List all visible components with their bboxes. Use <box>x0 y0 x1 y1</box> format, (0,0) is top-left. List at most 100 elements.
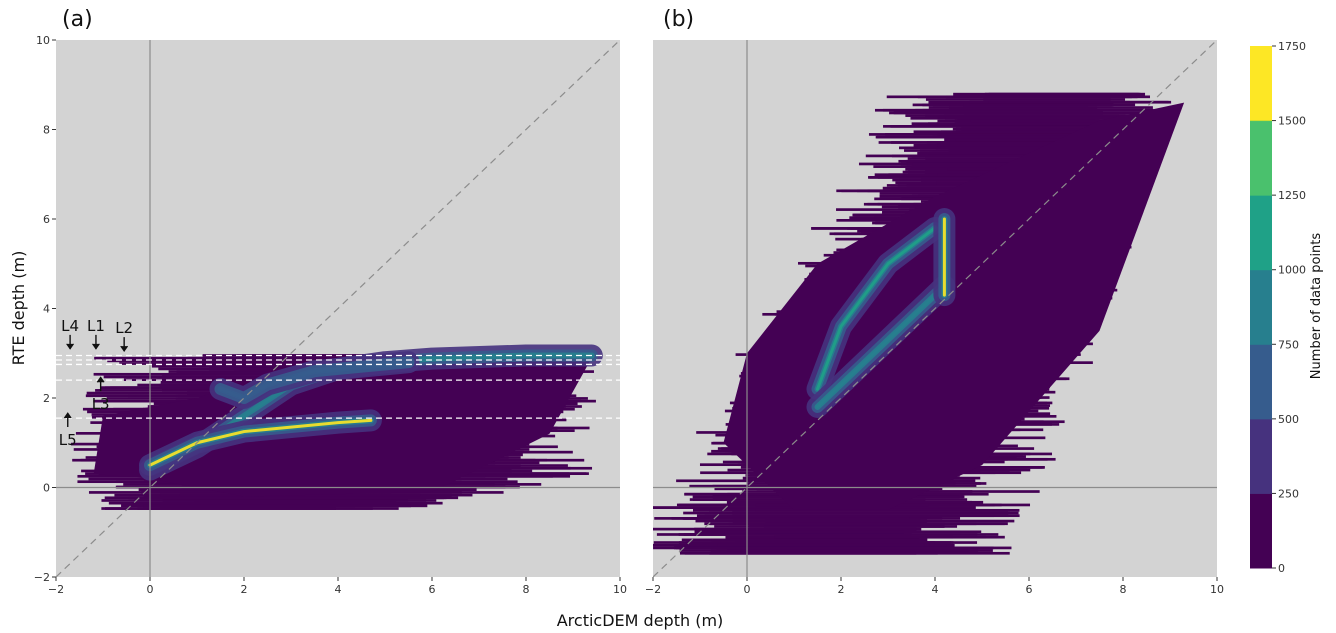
density-bin <box>875 135 1152 139</box>
density-bin <box>904 149 1064 152</box>
annotation-arrow-head <box>96 376 105 383</box>
x-tick-label: 4 <box>932 583 939 596</box>
density-bin <box>922 108 1149 112</box>
colorbar-tick-label: 750 <box>1278 338 1299 351</box>
x-tick-label: 6 <box>1026 583 1033 596</box>
colorbar-tick-label: 500 <box>1278 413 1299 426</box>
x-tick-label: 10 <box>613 583 627 596</box>
colorbar-band <box>1250 418 1272 494</box>
density-bin <box>755 508 990 512</box>
colorbar-band <box>1250 269 1272 345</box>
x-tick-label: −2 <box>48 583 64 596</box>
density-bin <box>683 517 910 520</box>
density-ridge-1-2 <box>806 275 956 418</box>
density-bin <box>694 527 917 531</box>
panel-a-x-ticks: −2 0 2 4 6 8 10 <box>48 577 627 596</box>
density-bin <box>945 116 1148 120</box>
density-bin <box>910 165 1073 168</box>
colorbar-tick-label: 1000 <box>1278 264 1306 277</box>
density-bin <box>774 535 1005 539</box>
density-bin <box>685 541 935 544</box>
density-bin <box>893 111 1103 115</box>
x-tick-label: −2 <box>645 583 661 596</box>
colorbar: 0 250 500 750 1000 1250 1500 1750 <box>1250 40 1306 575</box>
density-bin <box>988 100 1130 104</box>
density-bin <box>925 114 1119 117</box>
density-core <box>723 102 1185 510</box>
colorbar-band <box>1250 195 1272 271</box>
colorbar-band <box>1250 344 1272 420</box>
y-tick-label: 8 <box>43 124 50 137</box>
density-bin <box>911 122 1144 126</box>
density-bin <box>711 538 928 542</box>
colorbar-tick-label: 1500 <box>1278 115 1306 128</box>
density-bin <box>953 92 1146 96</box>
density-bin <box>917 95 1151 99</box>
density-bin <box>937 143 1089 147</box>
density-bin <box>890 125 1095 128</box>
x-tick-label: 4 <box>335 583 342 596</box>
colorbar-band <box>1250 46 1272 121</box>
density-bin <box>955 138 1070 142</box>
one-to-one-line <box>56 40 620 577</box>
x-tick-label: 0 <box>147 583 154 596</box>
density-ridge-line <box>148 418 373 467</box>
colorbar-tick-label: 1750 <box>1278 40 1306 53</box>
panel-a-y-ticks: −2 0 2 4 6 8 10 <box>34 34 56 584</box>
density-bin <box>913 130 1134 134</box>
y-tick-label: −2 <box>34 571 50 584</box>
panel-a-annotations: L4 L1 L2 L3 L5 <box>59 317 133 449</box>
annotation-l4: L4 <box>61 317 79 350</box>
density-bin <box>678 533 978 536</box>
density-bin <box>917 151 1123 155</box>
annotation-l1: L1 <box>87 317 105 350</box>
density-ridge-line <box>219 360 410 400</box>
annotation-arrow-head <box>63 412 72 419</box>
colorbar-tick-label: 0 <box>1278 562 1285 575</box>
density-bin <box>128 496 445 500</box>
panel-b-label: (b) <box>663 7 694 32</box>
density-bin <box>970 119 1125 123</box>
density-bin <box>925 98 1111 101</box>
density-bin <box>912 162 1069 166</box>
density-bin <box>108 501 443 505</box>
y-tick-label: 4 <box>43 303 50 316</box>
panel-b: −2 0 2 4 6 8 10 (b) <box>645 7 1224 596</box>
density-bin <box>101 507 336 510</box>
x-tick-label: 8 <box>523 583 530 596</box>
panel-a-lake-levels <box>56 354 620 419</box>
panel-a: L4 L1 L2 L3 L5 −2 0 2 4 6 8 10 −2 0 2 4 6 8 10 (a) <box>34 7 627 596</box>
density-ridge-0-3 <box>209 351 420 409</box>
density-bin <box>885 133 1133 136</box>
x-tick-label: 10 <box>1210 583 1224 596</box>
density-bin <box>949 106 1153 109</box>
annotation-l5: L5 <box>59 412 77 449</box>
density-bin <box>695 519 927 523</box>
colorbar-tick-label: 250 <box>1278 487 1299 500</box>
density-bin <box>907 157 1077 160</box>
panel-a-reference-lines <box>56 40 620 577</box>
density-bin <box>143 504 412 508</box>
colorbar-label: Number of data points <box>1309 233 1324 380</box>
density-bin <box>749 549 993 552</box>
density-bin <box>749 525 945 528</box>
y-tick-label: 6 <box>43 213 50 226</box>
density-ridge-line <box>816 284 946 409</box>
y-axis-label: RTE depth (m) <box>9 251 28 366</box>
annotation-label: L2 <box>115 319 133 337</box>
panel-b-x-ticks: −2 0 2 4 6 8 10 <box>645 577 1224 596</box>
density-ridge-line <box>816 226 937 391</box>
density-bin <box>684 551 1010 555</box>
density-bin <box>955 127 1103 131</box>
x-axis-label: ArcticDEM depth (m) <box>557 611 724 630</box>
x-tick-label: 2 <box>241 583 248 596</box>
colorbar-tick-label: 1250 <box>1278 189 1306 202</box>
density-bin <box>732 511 1019 515</box>
annotation-arrow-head <box>66 343 75 350</box>
annotation-label: L1 <box>87 317 105 335</box>
y-tick-label: 10 <box>36 34 50 47</box>
colorbar-band <box>1250 493 1272 569</box>
density-bin <box>747 522 1008 526</box>
panel-b-density <box>653 92 1185 555</box>
